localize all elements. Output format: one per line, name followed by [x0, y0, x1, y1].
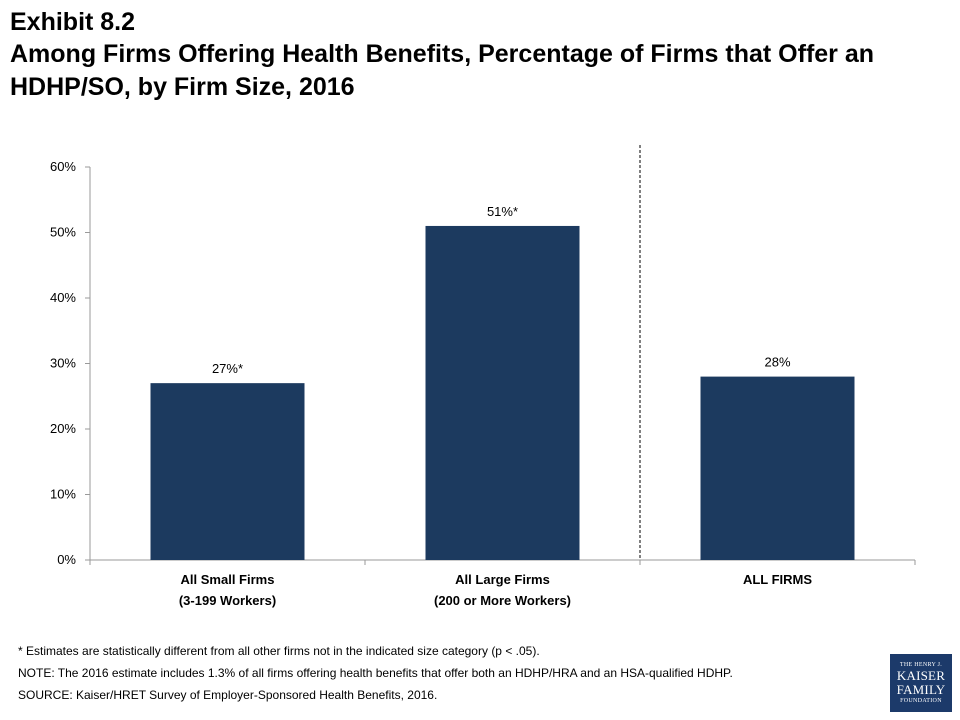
y-tick-label: 60% — [50, 159, 76, 174]
chart-title: Among Firms Offering Health Benefits, Pe… — [10, 40, 875, 101]
bar — [700, 376, 855, 560]
title-block: Exhibit 8.2 Among Firms Offering Health … — [10, 6, 950, 104]
x-category-label: ALL FIRMS — [743, 572, 812, 587]
logo-line-4: FOUNDATION — [900, 698, 942, 704]
bar — [150, 383, 305, 560]
y-tick-label: 0% — [57, 552, 76, 567]
bar-chart: 0% 10% 20% 30% 40% 50% 60% 27%* All Small Firms (… — [50, 145, 916, 608]
y-tick-label: 50% — [50, 225, 76, 240]
source-text: SOURCE: Kaiser/HRET Survey of Employer-S… — [18, 688, 438, 702]
logo-line-2: KAISER — [896, 668, 946, 683]
y-tick-label: 40% — [50, 290, 76, 305]
significance-note: * Estimates are statistically different … — [18, 644, 540, 658]
x-category-label: All Small Firms — [181, 572, 275, 587]
y-tick-label: 20% — [50, 421, 76, 436]
bar-data-label: 51%* — [487, 204, 518, 219]
logo-line-3: FAMILY — [896, 682, 946, 697]
x-category-label: All Large Firms — [455, 572, 550, 587]
exhibit-label: Exhibit 8.2 — [10, 8, 136, 36]
footnotes: * Estimates are statistically different … — [18, 640, 878, 706]
bar-data-label: 28% — [764, 355, 790, 370]
bar-data-label: 27%* — [212, 361, 243, 376]
x-category-label: (200 or More Workers) — [434, 593, 571, 608]
x-category-label: (3-199 Workers) — [179, 593, 276, 608]
y-tick-label: 30% — [50, 356, 76, 371]
logo-line-1: THE HENRY J. — [899, 662, 943, 668]
y-tick-label: 10% — [50, 487, 76, 502]
bar — [425, 225, 580, 560]
kff-logo: THE HENRY J. KAISER FAMILY FOUNDATION — [890, 654, 952, 712]
note-text: NOTE: The 2016 estimate includes 1.3% of… — [18, 666, 733, 680]
